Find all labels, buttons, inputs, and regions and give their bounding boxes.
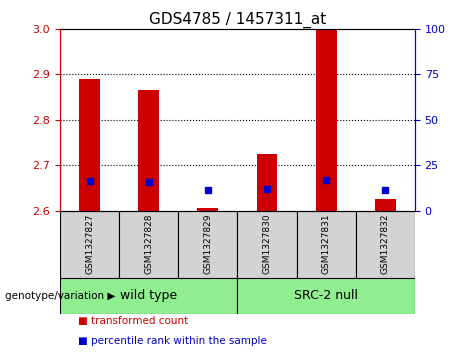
- Text: GSM1327830: GSM1327830: [262, 214, 272, 274]
- Text: GSM1327828: GSM1327828: [144, 214, 153, 274]
- Bar: [356, 211, 415, 278]
- Text: genotype/variation ▶: genotype/variation ▶: [5, 291, 115, 301]
- Text: wild type: wild type: [120, 289, 177, 302]
- Bar: [119, 211, 178, 278]
- Bar: [60, 278, 237, 314]
- Bar: [237, 278, 415, 314]
- Text: GSM1327829: GSM1327829: [203, 214, 213, 274]
- Bar: [316, 29, 337, 211]
- Text: ■ percentile rank within the sample: ■ percentile rank within the sample: [78, 336, 267, 346]
- Title: GDS4785 / 1457311_at: GDS4785 / 1457311_at: [149, 12, 326, 28]
- Text: GSM1327827: GSM1327827: [85, 214, 94, 274]
- Bar: [197, 208, 218, 211]
- Bar: [138, 90, 159, 211]
- Bar: [60, 211, 119, 278]
- Bar: [237, 211, 296, 278]
- Bar: [257, 154, 278, 211]
- Text: GSM1327832: GSM1327832: [381, 214, 390, 274]
- Bar: [79, 79, 100, 211]
- Bar: [375, 199, 396, 211]
- Bar: [178, 211, 237, 278]
- Text: ■ transformed count: ■ transformed count: [78, 316, 189, 326]
- Text: GSM1327831: GSM1327831: [322, 214, 331, 274]
- Text: SRC-2 null: SRC-2 null: [294, 289, 358, 302]
- Bar: [296, 211, 356, 278]
